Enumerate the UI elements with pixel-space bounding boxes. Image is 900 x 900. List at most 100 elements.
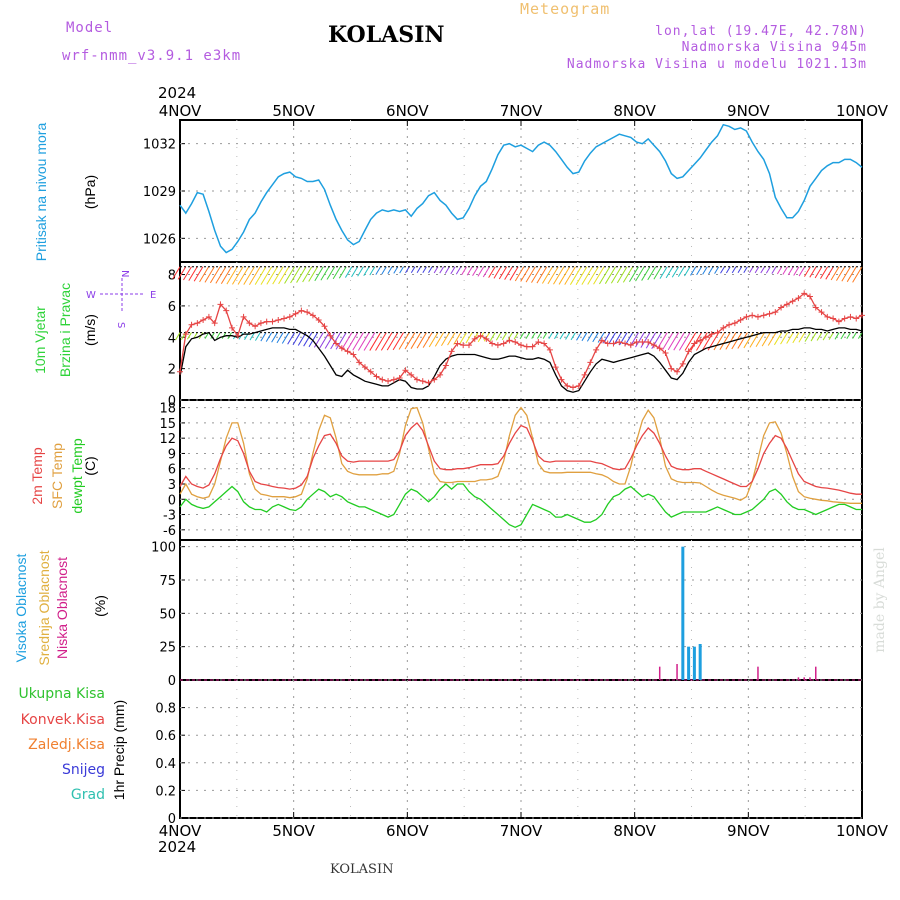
cloud-low-bar bbox=[797, 677, 800, 680]
wind-dir-barb bbox=[610, 266, 622, 284]
wind-dir-barb bbox=[581, 266, 594, 285]
wind-speed-marker bbox=[205, 313, 212, 320]
wind-dir-barb bbox=[387, 266, 393, 275]
cloud-y-tick-label: 25 bbox=[159, 641, 176, 656]
wind-dir-barb bbox=[737, 266, 743, 273]
wind-speed-marker bbox=[697, 337, 704, 344]
wind-dir-barb bbox=[433, 266, 439, 274]
wind-dir-barb bbox=[678, 332, 691, 351]
wind-speed-marker bbox=[546, 346, 553, 353]
wind-dir-barb bbox=[249, 332, 255, 341]
wind-dir-barb bbox=[495, 332, 502, 341]
wind-dir-barb bbox=[434, 332, 445, 347]
wind-speed-marker bbox=[801, 290, 808, 297]
wind-speed-marker bbox=[442, 362, 449, 369]
cloud-high-bar bbox=[681, 546, 685, 680]
wind-dir-barb bbox=[776, 266, 783, 275]
wind-dir-barb bbox=[509, 266, 519, 281]
wind-speed-marker bbox=[783, 301, 790, 308]
x-tick-label-bottom: 5NOV bbox=[272, 822, 315, 840]
wind-dir-barb bbox=[290, 266, 301, 284]
x-tick-label-bottom: 8NOV bbox=[613, 822, 656, 840]
wind-speed-marker bbox=[396, 375, 403, 382]
wind-dir-barb bbox=[428, 332, 439, 348]
wind-speed-marker bbox=[518, 342, 524, 349]
wind-speed-marker bbox=[535, 338, 542, 345]
cloud-y-tick-label: 0 bbox=[168, 674, 176, 689]
wind-speed-marker bbox=[575, 382, 582, 389]
wind-dir-barb bbox=[786, 332, 794, 344]
pressure-line bbox=[179, 123, 863, 254]
cloud-low-bar bbox=[803, 677, 805, 680]
page-title: KOLASIN bbox=[328, 22, 445, 48]
wind-y-tick-label: 6 bbox=[168, 300, 176, 315]
wind-dir-barb bbox=[453, 332, 462, 345]
precip-y-tick-label: 0.6 bbox=[155, 729, 176, 744]
wind-dir-barb bbox=[461, 266, 467, 275]
wind-dir-barb bbox=[341, 332, 353, 351]
x-tick-label-top: 8NOV bbox=[613, 102, 656, 120]
wind-dir-barb bbox=[410, 266, 416, 274]
wind-speed-marker bbox=[408, 371, 415, 378]
wind-dir-barb bbox=[193, 266, 204, 282]
wind-dir-barb bbox=[489, 332, 496, 342]
wind-dir-barb bbox=[619, 332, 628, 346]
wind-speed-marker bbox=[627, 342, 634, 349]
wind-dir-barb bbox=[266, 266, 278, 285]
wind-speed-marker bbox=[570, 384, 577, 391]
wind-dir-barb bbox=[498, 266, 508, 280]
wind-dir-barb bbox=[177, 266, 187, 280]
wind-dir-barb bbox=[673, 332, 685, 351]
wind-dir-barb bbox=[581, 332, 588, 342]
wind-dir-barb bbox=[363, 332, 376, 351]
wind-dir-barb bbox=[586, 332, 594, 342]
wind-dir-barb bbox=[576, 332, 582, 341]
wind-speed-marker bbox=[639, 338, 646, 345]
wind-speed-marker bbox=[431, 376, 438, 383]
wind-dir-barb bbox=[209, 266, 221, 284]
wind-speed-marker bbox=[200, 317, 207, 324]
cloud-low-bar bbox=[658, 666, 661, 680]
wind-speed-marker bbox=[679, 360, 686, 367]
wind-dir-barb bbox=[731, 332, 743, 350]
wind-speed-marker bbox=[373, 373, 380, 380]
wind-speed-marker bbox=[194, 320, 201, 327]
wind-dir-barb bbox=[846, 266, 857, 283]
wind-dir-barb bbox=[243, 266, 255, 285]
wind-dir-barb bbox=[226, 266, 238, 285]
wind-dir-barb bbox=[308, 266, 318, 282]
wind-dir-barb bbox=[455, 266, 462, 275]
wind-dir-barb bbox=[422, 266, 427, 273]
wind-dir-barb bbox=[519, 332, 525, 340]
wind-dir-barb bbox=[677, 266, 685, 277]
panel-frame-1 bbox=[179, 261, 863, 401]
wind-dir-barb bbox=[852, 332, 857, 339]
wind-dir-barb bbox=[416, 332, 427, 349]
wind-dir-barb bbox=[488, 266, 496, 278]
wind-dir-barb bbox=[444, 266, 450, 274]
wind-speed-marker bbox=[350, 351, 357, 358]
wind-speed-marker bbox=[604, 340, 611, 347]
wind-speed-marker bbox=[402, 367, 409, 374]
wind-dir-barb bbox=[221, 332, 227, 339]
temp-y-tick-label: 12 bbox=[159, 432, 176, 447]
wind-speed-marker bbox=[650, 342, 657, 349]
cloud-high-bar bbox=[698, 644, 702, 680]
wind-speed-marker bbox=[252, 323, 259, 330]
wind-dir-barb bbox=[204, 332, 210, 339]
wind-dir-barb bbox=[375, 266, 382, 275]
wind-dir-barb bbox=[381, 266, 387, 275]
wind-speed-marker bbox=[483, 335, 490, 342]
precip-y-tick-label: 0.2 bbox=[155, 784, 176, 799]
year-top: 2024 bbox=[158, 84, 197, 102]
wind-speed-marker bbox=[691, 340, 698, 347]
x-tick-label-bottom: 9NOV bbox=[727, 822, 770, 840]
wind-dir-legend-w: W bbox=[86, 290, 96, 301]
wind-speed-marker bbox=[564, 382, 571, 389]
wind-speed-marker bbox=[812, 304, 819, 311]
wind-speed-marker bbox=[506, 337, 513, 344]
wind-dir-barb bbox=[175, 332, 181, 341]
wind-dir-barb bbox=[548, 332, 553, 339]
wind-dir-barb bbox=[220, 266, 233, 285]
wind-dir-barb bbox=[830, 266, 840, 281]
